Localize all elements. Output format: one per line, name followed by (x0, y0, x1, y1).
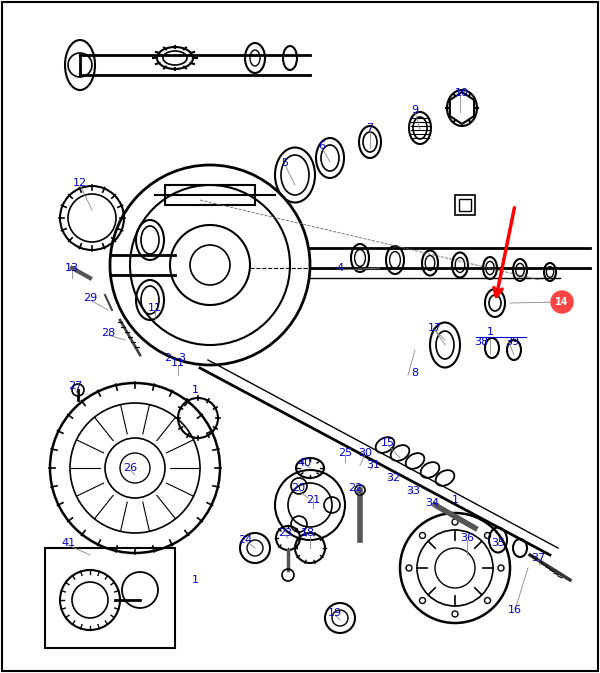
Text: 4: 4 (337, 263, 344, 273)
Text: 31: 31 (366, 460, 380, 470)
Text: 35: 35 (491, 538, 505, 548)
Text: 1: 1 (452, 495, 458, 505)
Text: 26: 26 (123, 463, 137, 473)
Text: 41: 41 (61, 538, 75, 548)
Text: 13: 13 (65, 263, 79, 273)
Text: 1: 1 (487, 327, 493, 337)
Text: 21: 21 (306, 495, 320, 505)
Text: 9: 9 (412, 105, 419, 115)
Text: 11: 11 (171, 358, 185, 368)
Text: 38: 38 (474, 337, 488, 347)
Text: 2: 2 (164, 353, 172, 363)
Text: 19: 19 (328, 608, 342, 618)
Text: 3: 3 (179, 353, 185, 363)
Bar (45, 548, 175, 648)
Text: 22: 22 (348, 483, 362, 493)
Text: 20: 20 (291, 483, 305, 493)
Text: 1: 1 (191, 575, 199, 585)
Text: 17: 17 (428, 323, 442, 333)
Bar (165, 185, 255, 205)
Text: 12: 12 (73, 178, 87, 188)
Text: 37: 37 (531, 553, 545, 563)
Text: 1: 1 (191, 385, 199, 395)
Circle shape (551, 291, 573, 313)
Text: 18: 18 (301, 528, 315, 538)
Text: 10: 10 (455, 88, 469, 98)
Text: 32: 32 (386, 473, 400, 483)
Text: 29: 29 (83, 293, 97, 303)
Text: 34: 34 (425, 498, 439, 508)
Text: 24: 24 (238, 535, 252, 545)
Text: 27: 27 (68, 381, 82, 391)
Text: 14: 14 (555, 297, 569, 307)
Text: 15: 15 (381, 438, 395, 448)
Text: 11: 11 (148, 303, 162, 313)
Bar (459, 199, 471, 211)
Text: 40: 40 (298, 458, 312, 468)
Text: 7: 7 (367, 123, 374, 133)
Text: 16: 16 (508, 605, 522, 615)
Text: 39: 39 (505, 337, 519, 347)
Text: 23: 23 (278, 528, 292, 538)
Text: 30: 30 (358, 448, 372, 458)
Text: 5: 5 (281, 158, 289, 168)
Text: 33: 33 (406, 486, 420, 496)
Text: 28: 28 (101, 328, 115, 338)
Text: 8: 8 (412, 368, 419, 378)
Text: 25: 25 (338, 448, 352, 458)
Text: 6: 6 (319, 141, 325, 151)
Text: 36: 36 (460, 533, 474, 543)
Bar (455, 195, 475, 215)
